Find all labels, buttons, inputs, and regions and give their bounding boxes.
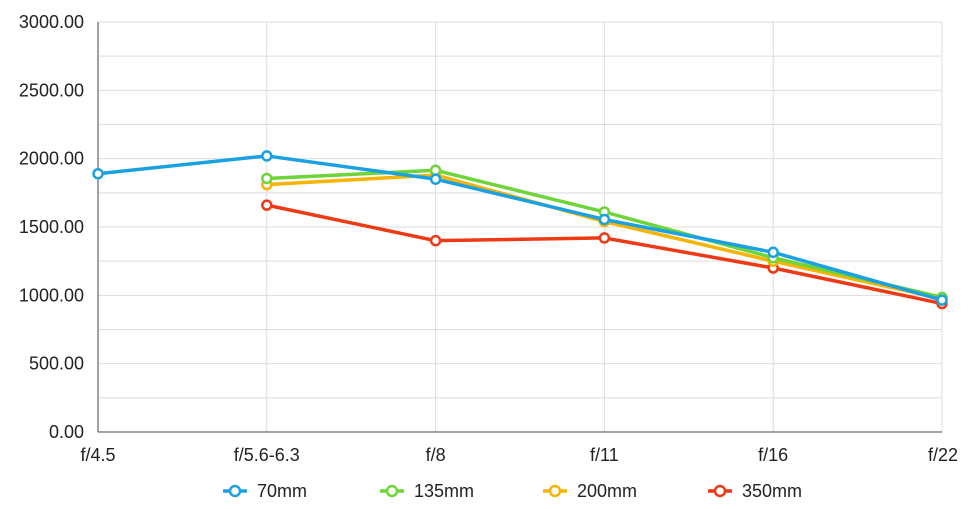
y-tick-label: 1000.00 xyxy=(19,285,84,305)
series xyxy=(92,150,948,310)
data-point xyxy=(92,167,104,180)
legend-label: 135mm xyxy=(414,481,474,501)
legend: 70mm 135mm 200mm 350mm xyxy=(223,481,802,501)
x-tick-label: f/4.5 xyxy=(80,445,115,465)
legend-swatch-marker xyxy=(548,484,562,498)
y-tick-label: 3000.00 xyxy=(19,12,84,32)
x-tick-label: f/22 xyxy=(928,445,958,465)
data-point xyxy=(261,199,273,211)
legend-swatch-marker xyxy=(385,484,399,498)
x-tick-label: f/16 xyxy=(758,445,788,465)
x-tick-label: f/11 xyxy=(590,445,619,465)
y-tick-label: 1500.00 xyxy=(19,217,84,237)
legend-swatch-marker xyxy=(228,484,242,498)
data-point xyxy=(598,213,611,226)
data-point xyxy=(429,173,442,185)
legend-item: 200mm xyxy=(543,481,637,501)
axes: 0.00 500.00 1000.00 1500.00 2000.00 2500.00 30… xyxy=(19,12,958,465)
x-tick-label: f/5.6-6.3 xyxy=(234,445,300,465)
legend-item: 350mm xyxy=(708,481,802,501)
y-tick-label: 2000.00 xyxy=(19,149,84,169)
data-point xyxy=(261,172,273,185)
legend-label: 70mm xyxy=(257,481,307,501)
data-point xyxy=(261,150,273,162)
y-tick-label: 500.00 xyxy=(29,354,84,374)
grid xyxy=(97,21,943,433)
data-point xyxy=(767,246,779,259)
data-point xyxy=(598,232,611,244)
x-tick-label: f/8 xyxy=(426,445,446,465)
series-line xyxy=(96,154,944,302)
legend-item: 70mm xyxy=(223,481,307,501)
data-point xyxy=(936,294,948,306)
y-tick-label: 0.00 xyxy=(49,422,84,442)
legend-label: 350mm xyxy=(742,481,802,501)
legend-swatch-marker xyxy=(713,484,727,498)
y-tick-label: 2500.00 xyxy=(19,80,84,100)
series-70mm xyxy=(92,150,948,306)
data-point xyxy=(429,234,442,247)
legend-item: 135mm xyxy=(380,481,474,501)
legend-label: 200mm xyxy=(577,481,637,501)
